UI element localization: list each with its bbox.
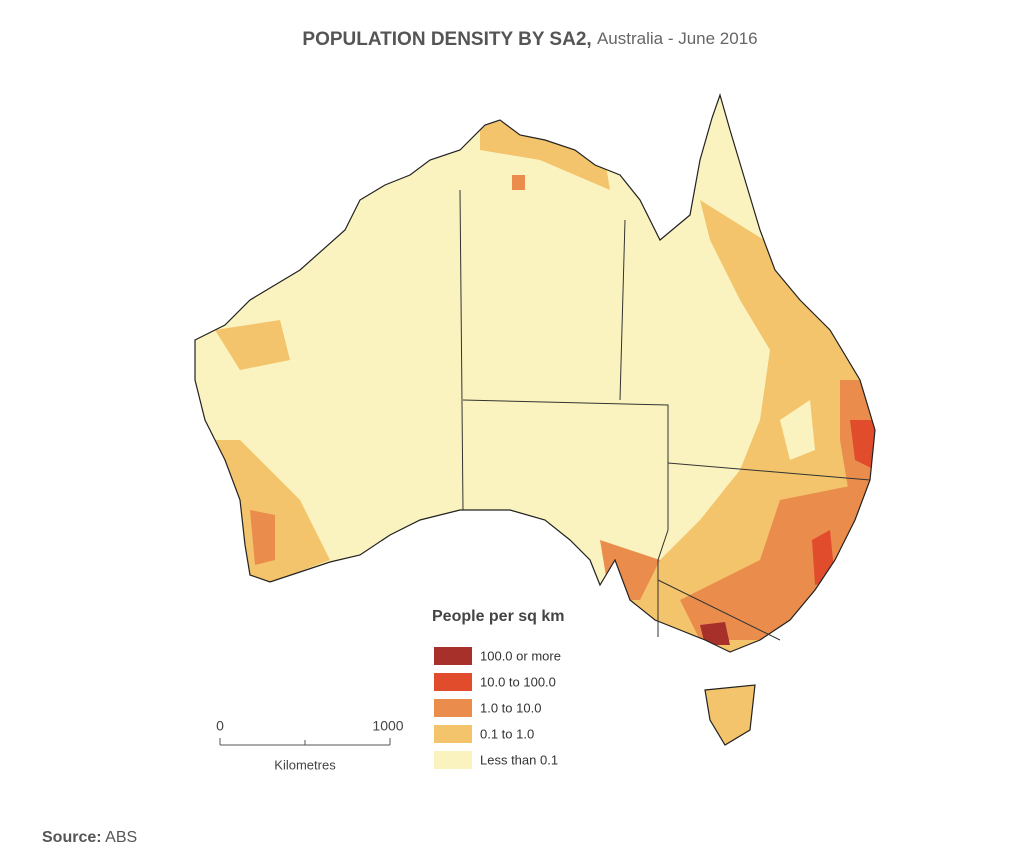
legend-label: 100.0 or more [480,648,561,663]
state-borders [459,189,871,641]
legend-swatch [434,699,472,717]
title: POPULATION DENSITY BY SA2, Australia - J… [302,29,757,50]
scale-tick-label: 0 [216,718,224,734]
scale-tick-label: 1000 [372,718,403,734]
subtitle: Australia - June 2016 [597,29,758,48]
legend-swatch [434,751,472,769]
source-text: ABS [105,829,137,846]
source: Source: ABS [42,829,137,846]
scale-label: Kilometres [274,757,336,772]
legend-label: 0.1 to 1.0 [480,726,534,741]
legend-label: 1.0 to 10.0 [480,700,541,715]
legend-swatch [434,647,472,665]
legend-title: People per sq km [432,608,565,625]
legend: People per sq km 100.0 or more 10.0 to 10… [432,608,565,769]
legend-label: Less than 0.1 [480,752,558,767]
legend-swatch [434,725,472,743]
legend-label: 10.0 to 100.0 [480,674,556,689]
title-main: POPULATION DENSITY BY SA2, [302,29,591,50]
source-label: Source: [42,829,102,846]
scale-bar: Kilometres 0 1000 [216,718,404,773]
legend-swatch [434,673,472,691]
